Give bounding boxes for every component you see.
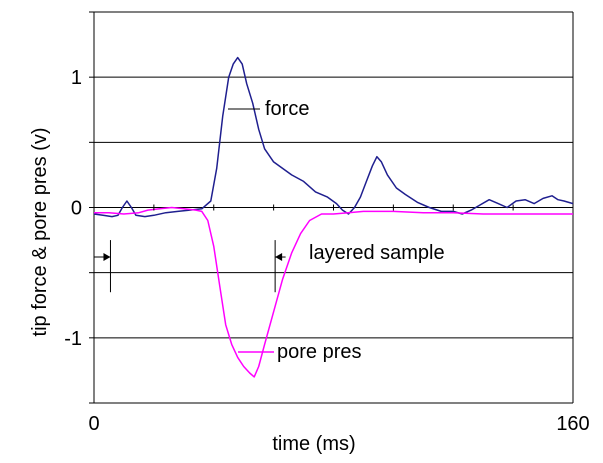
layered-sample-arrow-head bbox=[103, 253, 111, 262]
y-tick-label: 0 bbox=[71, 198, 82, 220]
x-tick-label: 0 bbox=[88, 413, 99, 435]
series-line-force bbox=[93, 56, 574, 218]
pore-pres-annotation: pore pres bbox=[277, 341, 362, 363]
force-annotation: force bbox=[265, 98, 309, 120]
y-tick-label: 1 bbox=[71, 67, 82, 89]
series-line-pore-pres bbox=[94, 206, 573, 378]
x-axis-title: time (ms) bbox=[272, 433, 355, 455]
y-axis-title: tip force & pore pres (v) bbox=[29, 128, 51, 337]
series-layer bbox=[93, 56, 574, 378]
axis-ticks: 1 0 -1 0 160 bbox=[64, 11, 590, 435]
x-tick-label: 160 bbox=[556, 413, 589, 435]
layered-sample-arrow-head bbox=[275, 253, 283, 262]
y-tick-label: -1 bbox=[64, 328, 82, 350]
layered-sample-markers bbox=[94, 240, 286, 293]
layered-sample-annotation: layered sample bbox=[309, 242, 445, 264]
